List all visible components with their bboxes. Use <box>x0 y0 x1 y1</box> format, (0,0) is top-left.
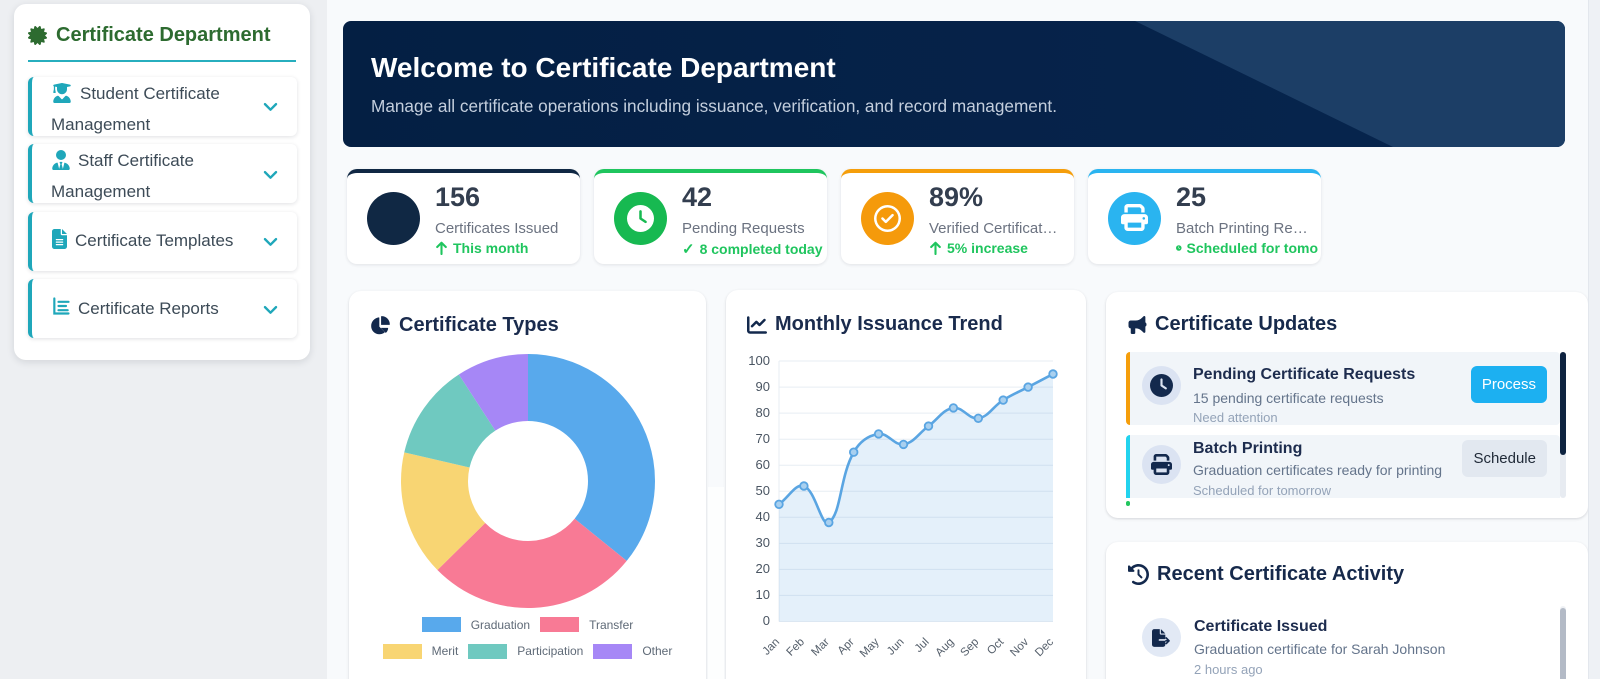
svg-text:Nov: Nov <box>1008 636 1031 659</box>
svg-text:Feb: Feb <box>785 636 808 659</box>
svg-text:30: 30 <box>756 535 770 550</box>
svg-text:Mar: Mar <box>809 636 832 659</box>
svg-text:Oct: Oct <box>985 636 1007 658</box>
svg-text:80: 80 <box>756 405 770 420</box>
svg-text:Jul: Jul <box>913 636 932 655</box>
svg-text:Aug: Aug <box>934 636 957 659</box>
svg-text:Dec: Dec <box>1033 636 1056 659</box>
svg-text:0: 0 <box>763 613 770 628</box>
svg-text:Jan: Jan <box>761 636 783 658</box>
svg-text:100: 100 <box>748 353 770 368</box>
svg-text:Jun: Jun <box>885 636 907 658</box>
svg-text:50: 50 <box>756 483 770 498</box>
svg-text:90: 90 <box>756 379 770 394</box>
svg-text:Sep: Sep <box>958 636 981 659</box>
svg-text:May: May <box>858 636 882 660</box>
svg-text:60: 60 <box>756 457 770 472</box>
svg-text:Apr: Apr <box>836 636 857 657</box>
svg-text:40: 40 <box>756 509 770 524</box>
svg-text:20: 20 <box>756 561 770 576</box>
svg-text:10: 10 <box>756 587 770 602</box>
svg-text:70: 70 <box>756 431 770 446</box>
